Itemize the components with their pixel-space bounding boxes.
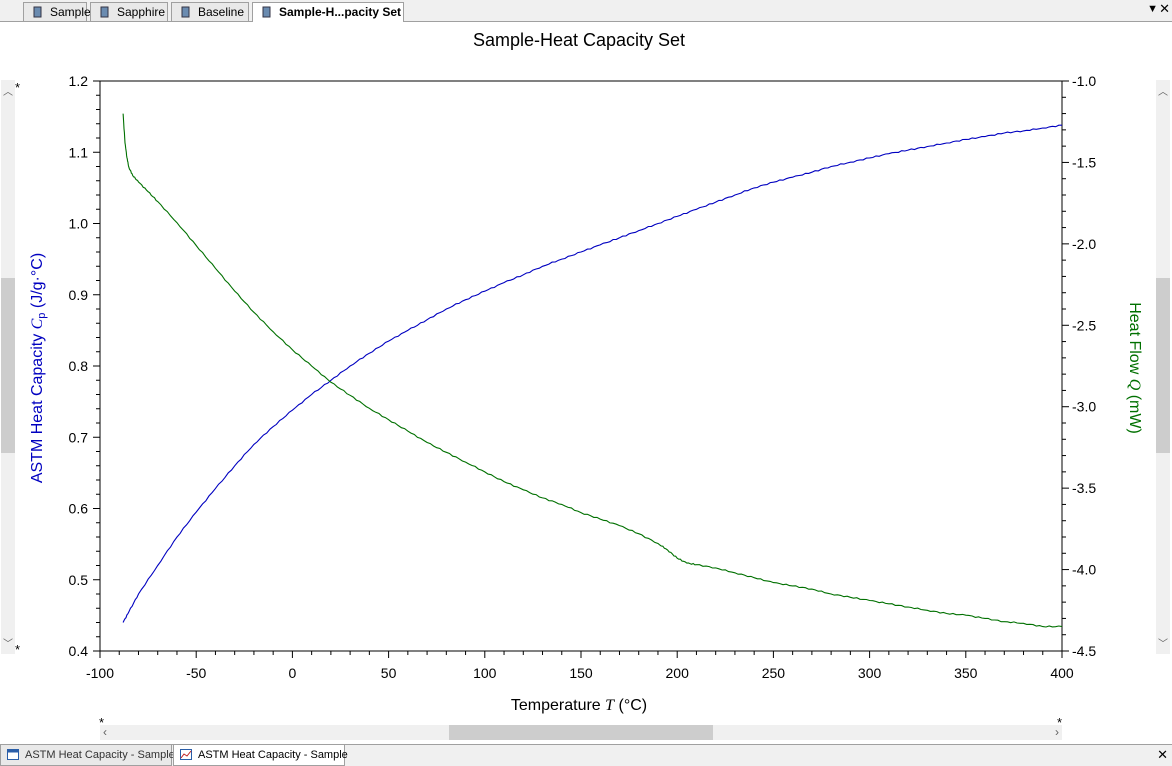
y-left-tick-label: 1.2 [69,73,89,89]
document-icon [181,6,190,18]
y-right-tick-label: -1.0 [1072,73,1096,89]
scroll-right-icon[interactable]: › [1055,725,1059,739]
heat-capacity-series-line [122,124,1062,623]
x-tick-label: 100 [473,665,497,681]
y-right-tick-label: -2.5 [1072,317,1096,333]
x-tick-label: 250 [762,665,786,681]
axis-ticks [93,80,1069,658]
tab-astm-heat-capacity-chart[interactable]: ASTM Heat Capacity - Sample [173,745,348,766]
horizontal-scrollbar[interactable]: ‹ › [100,725,1062,740]
document-icon [262,6,271,18]
document-tab-strip: Sample Sapphire Baseline Sample-H...paci… [0,0,1172,22]
scrollbar-thumb[interactable] [449,725,713,740]
x-tick-label: -50 [186,665,206,681]
y-right-tick-label: -2.0 [1072,236,1096,252]
left-vertical-scrollbar[interactable]: ︿ ﹀ [1,80,15,654]
left-y-axis-label: ASTM Heat Capacity Cp (J/g·°C) [29,253,48,483]
tab-label: Sample-H...pacity Set [279,5,402,19]
chart-icon [180,749,192,760]
scroll-up-icon[interactable]: ︿ [1158,87,1168,98]
x-tick-label: 0 [289,665,297,681]
y-right-tick-label: -3.0 [1072,399,1096,415]
y-right-tick-label: -4.5 [1072,643,1096,659]
tab-baseline[interactable]: Baseline [171,2,249,21]
x-tick-label: -100 [86,665,114,681]
y-right-tick-label: -1.5 [1072,154,1096,170]
x-axis-label: Temperature T (°C) [511,697,647,714]
scrollbar-thumb[interactable] [1,278,15,453]
tab-astm-heat-capacity-table[interactable]: ASTM Heat Capacity - Sample [0,745,175,766]
y-right-tick-label: -4.0 [1072,562,1096,578]
y-left-tick-label: 0.4 [69,643,89,659]
asterisk-icon: * [99,715,105,730]
chevron-down-icon[interactable]: ▼ [1147,3,1158,15]
scroll-left-icon[interactable]: ‹ [103,725,107,739]
tab-sample-heat-capacity-set[interactable]: Sample-H...pacity Set [252,2,404,22]
bottom-tab-bar: ASTM Heat Capacity - Sample ASTM Heat Ca… [0,744,1172,766]
plot-frame [99,80,1063,652]
asterisk-icon: * [15,80,21,95]
close-icon[interactable]: ✕ [1157,747,1168,762]
x-tick-label: 200 [666,665,690,681]
scroll-down-icon[interactable]: ﹀ [3,639,13,650]
tab-sapphire[interactable]: Sapphire [90,2,168,21]
scrollbar-thumb[interactable] [1156,278,1170,453]
heat-flow-series-line [122,113,1063,628]
y-left-tick-label: 0.7 [69,429,89,445]
x-tick-label: 350 [954,665,978,681]
document-icon [33,6,42,18]
axis-tick-labels: -100 -50 0 50 100 150 200 250 300 350 400 0.4 0.5 0.6… [69,73,1097,681]
table-icon [7,749,19,760]
y-left-tick-label: 0.9 [69,287,89,303]
chart-title: Sample-Heat Capacity Set [472,30,686,50]
scroll-up-icon[interactable]: ︿ [3,87,13,98]
y-right-tick-label: -3.5 [1072,480,1096,496]
scroll-down-icon[interactable]: ﹀ [1158,639,1168,650]
document-icon [100,6,109,18]
y-left-tick-label: 0.8 [69,358,89,374]
asterisk-icon: * [15,642,21,657]
x-tick-label: 50 [381,665,397,681]
tab-label: ASTM Heat Capacity - Sample [198,749,348,761]
right-y-axis-label: Heat Flow Q (mW) [1126,302,1143,434]
y-left-tick-label: 0.5 [69,572,89,588]
right-vertical-scrollbar[interactable]: ︿ ﹀ [1156,80,1170,654]
close-icon[interactable]: ✕ [1159,1,1170,16]
asterisk-icon: * [1057,715,1063,730]
tab-label: Baseline [198,5,245,19]
y-left-tick-label: 1.1 [69,144,89,160]
tab-label: Sample [50,5,91,19]
tab-label: Sapphire [117,5,166,19]
x-tick-label: 400 [1050,665,1074,681]
tab-sample[interactable]: Sample [23,2,91,21]
x-tick-label: 300 [858,665,882,681]
y-left-tick-label: 0.6 [69,501,89,517]
y-left-tick-label: 1.0 [69,216,89,232]
tab-label: ASTM Heat Capacity - Sample [25,749,175,761]
x-tick-label: 150 [569,665,593,681]
